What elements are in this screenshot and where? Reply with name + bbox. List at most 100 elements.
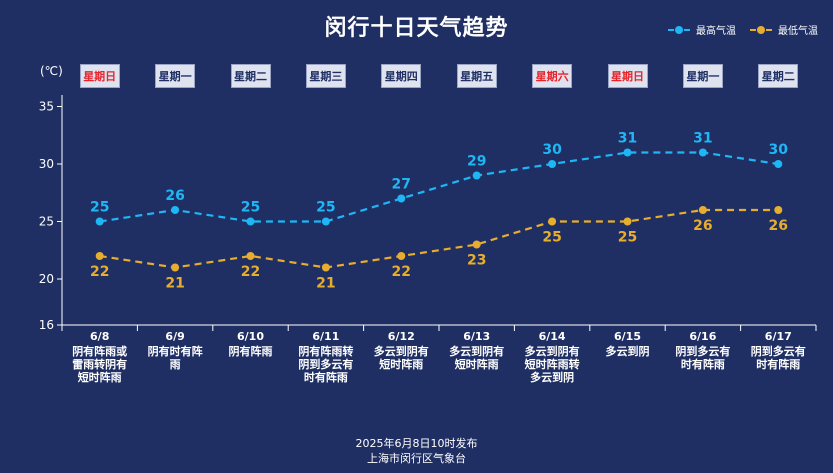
forecast-cell: 6/15 多云到阴 [590,330,665,358]
forecast-cell: 6/8 阴有阵雨或雷雨转阴有短时阵雨 [62,330,137,384]
forecast-cell: 6/10 阴有阵雨 [213,330,288,358]
forecast-cell: 6/11 阴有阵雨转阴到多云有时有阵雨 [288,330,363,384]
weather-description: 多云到阴有短时阵雨转多云到阴 [524,345,580,384]
weather-description: 阴有阵雨或雷雨转阴有短时阵雨 [72,345,128,384]
data-point-high [698,148,707,157]
data-label-high: 29 [467,154,486,170]
legend-item-low[interactable]: 最低气温 [750,22,818,37]
data-point-high [95,217,104,226]
y-tick-label: 16 [39,318,54,332]
series-line-low [99,208,779,269]
y-tick-label: 30 [39,157,54,171]
legend-high-label: 最高气温 [696,26,736,37]
weather-description: 阴到多云有时有阵雨 [675,345,731,371]
date-label: 6/13 [463,330,491,343]
data-point-low [774,206,783,214]
date-label: 6/14 [538,330,566,343]
weekday-label: 星期一 [155,64,196,88]
y-tick-label: 35 [39,100,54,114]
weekday-label: 星期日 [607,64,648,88]
data-point-high [548,160,557,168]
data-label-high: 25 [316,200,335,216]
data-point-low [246,252,255,260]
weather-description: 多云到阴 [605,345,650,358]
date-label: 6/9 [165,330,185,343]
data-label-high: 26 [165,188,184,204]
data-label-low: 22 [392,264,411,280]
y-tick-label: 25 [39,215,54,229]
y-axis-unit: (℃) [40,64,63,78]
data-label-low: 22 [90,264,109,280]
series-line-high [99,151,779,223]
weekday-label: 星期二 [230,64,271,88]
data-label-low: 26 [769,218,788,234]
data-label-low: 25 [542,230,561,246]
data-label-low: 25 [618,230,637,246]
data-point-high [321,217,330,226]
weekday-label: 星期三 [305,64,346,88]
forecast-cell: 6/9 阴有时有阵雨 [137,330,212,371]
weekday-label: 星期五 [456,64,497,88]
weather-description: 阴有阵雨 [228,345,273,358]
legend: 最高气温 最低气温 [668,22,818,37]
weekday-label: 星期六 [532,64,573,88]
date-label: 6/17 [764,330,792,343]
forecast-cell: 6/14 多云到阴有短时阵雨转多云到阴 [514,330,589,384]
data-label-low: 22 [241,264,260,280]
data-point-low [171,263,180,272]
weekday-label: 星期四 [381,64,422,88]
date-label: 6/11 [312,330,340,343]
data-point-low [698,206,707,214]
data-label-low: 26 [693,218,712,234]
y-tick-label: 20 [39,272,54,286]
data-label-high: 25 [90,200,109,216]
data-point-low [95,252,104,260]
date-label: 6/15 [614,330,641,343]
data-label-high: 30 [542,142,562,158]
data-point-high [623,148,632,157]
data-point-low [623,217,632,226]
data-label-high: 30 [769,142,789,158]
data-point-high [397,194,406,203]
date-label: 6/16 [689,330,717,343]
forecast-cell: 6/17 阴到多云有时有阵雨 [741,330,816,371]
legend-low-marker [750,25,772,34]
legend-low-label: 最低气温 [778,26,818,37]
date-label: 6/12 [387,330,415,343]
data-label-low: 21 [165,276,184,292]
footer: 2025年6月8日10时发布 上海市闵行区气象台 [0,436,833,466]
chart-title: 闵行十日天气趋势 [324,16,509,41]
data-point-high [472,171,481,180]
weekday-label: 星期二 [758,64,799,88]
data-point-low [321,263,330,272]
weather-description: 阴有时有阵雨 [147,345,203,371]
data-point-high [246,217,255,226]
data-label-low: 21 [316,276,335,292]
forecast-cell: 6/12 多云到阴有短时阵雨 [364,330,439,371]
weekday-label: 星期一 [682,64,723,88]
date-label: 6/8 [90,330,110,343]
weather-description: 阴有阵雨转阴到多云有时有阵雨 [298,345,354,384]
date-label: 6/10 [237,330,264,343]
forecast-cell: 6/16 阴到多云有时有阵雨 [665,330,740,371]
data-point-high [774,160,783,168]
data-point-low [548,217,557,226]
legend-high-marker [668,25,690,34]
forecast-cell: 6/13 多云到阴有短时阵雨 [439,330,514,371]
weather-description: 多云到阴有短时阵雨 [373,345,429,371]
data-label-low: 23 [467,253,486,269]
data-label-high: 31 [693,131,712,147]
data-label-high: 25 [241,200,260,216]
data-label-high: 27 [392,177,411,193]
weather-description: 多云到阴有短时阵雨 [449,345,505,371]
publish-time: 2025年6月8日10时发布 [355,437,478,450]
weather-description: 阴到多云有时有阵雨 [750,345,806,371]
legend-item-high[interactable]: 最高气温 [668,22,736,37]
data-point-low [397,252,406,260]
data-label-high: 31 [618,131,637,147]
data-point-low [472,240,481,249]
weekday-label: 星期日 [79,64,120,88]
data-point-high [171,206,180,214]
publisher: 上海市闵行区气象台 [367,452,466,465]
